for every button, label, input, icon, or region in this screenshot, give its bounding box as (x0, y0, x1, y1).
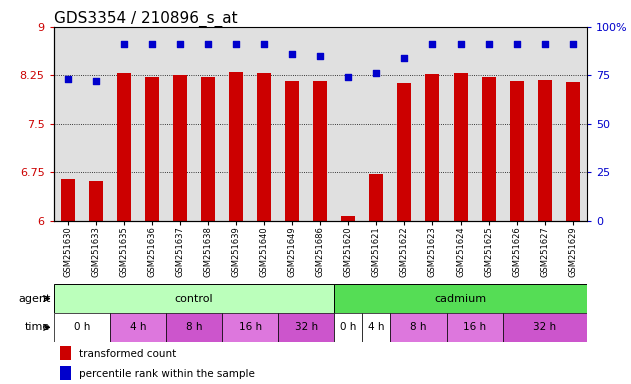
Point (427, 41, 437, 47)
Point (203, 41, 213, 47)
Bar (362, 313, 391, 342)
Bar (89, 181, 103, 221)
Point (175, 41, 185, 47)
Text: 8 h: 8 h (186, 322, 202, 333)
Bar (54, 313, 110, 342)
Bar (398, 83, 411, 221)
Bar (369, 174, 384, 221)
Bar (117, 73, 131, 221)
Point (259, 41, 269, 47)
Point (568, 41, 578, 47)
Bar (229, 72, 243, 221)
Bar (454, 73, 468, 221)
Point (343, 74, 353, 80)
Text: 16 h: 16 h (463, 322, 486, 333)
Bar (510, 81, 524, 221)
Bar (341, 216, 355, 221)
Point (147, 41, 157, 47)
Bar (278, 313, 334, 342)
Bar (173, 75, 187, 221)
Bar (110, 313, 166, 342)
Text: 4 h: 4 h (368, 322, 385, 333)
Bar (54, 284, 334, 313)
Point (62, 76, 73, 82)
Bar (538, 80, 551, 221)
Point (399, 55, 410, 61)
Bar (334, 313, 362, 342)
Text: time: time (25, 322, 50, 333)
Bar (503, 313, 587, 342)
Bar (334, 284, 587, 313)
Text: 0 h: 0 h (340, 322, 357, 333)
Bar (166, 313, 222, 342)
Bar (60, 346, 71, 359)
Text: 4 h: 4 h (129, 322, 146, 333)
Bar (313, 81, 327, 221)
Text: GDS3354 / 210896_s_at: GDS3354 / 210896_s_at (54, 11, 237, 27)
Text: control: control (175, 293, 213, 304)
Text: 32 h: 32 h (295, 322, 318, 333)
Bar (425, 74, 440, 221)
Text: agent: agent (18, 293, 50, 304)
Text: 8 h: 8 h (410, 322, 427, 333)
Point (512, 41, 522, 47)
Bar (145, 77, 159, 221)
Bar (201, 77, 215, 221)
Bar (60, 366, 71, 380)
Bar (285, 81, 299, 221)
Point (287, 51, 297, 57)
Bar (481, 77, 495, 221)
Bar (222, 313, 278, 342)
Text: 32 h: 32 h (533, 322, 557, 333)
Point (91, 78, 101, 84)
Point (371, 70, 381, 76)
Point (231, 41, 241, 47)
Text: 0 h: 0 h (73, 322, 90, 333)
Point (315, 53, 326, 59)
Point (456, 41, 466, 47)
Bar (566, 82, 580, 221)
Text: transformed count: transformed count (79, 349, 176, 359)
Point (119, 41, 129, 47)
Bar (61, 179, 74, 221)
Bar (257, 73, 271, 221)
Point (483, 41, 493, 47)
Text: percentile rank within the sample: percentile rank within the sample (79, 369, 255, 379)
Bar (391, 313, 447, 342)
Text: 16 h: 16 h (239, 322, 262, 333)
Bar (447, 313, 503, 342)
Point (540, 41, 550, 47)
Text: cadmium: cadmium (435, 293, 487, 304)
